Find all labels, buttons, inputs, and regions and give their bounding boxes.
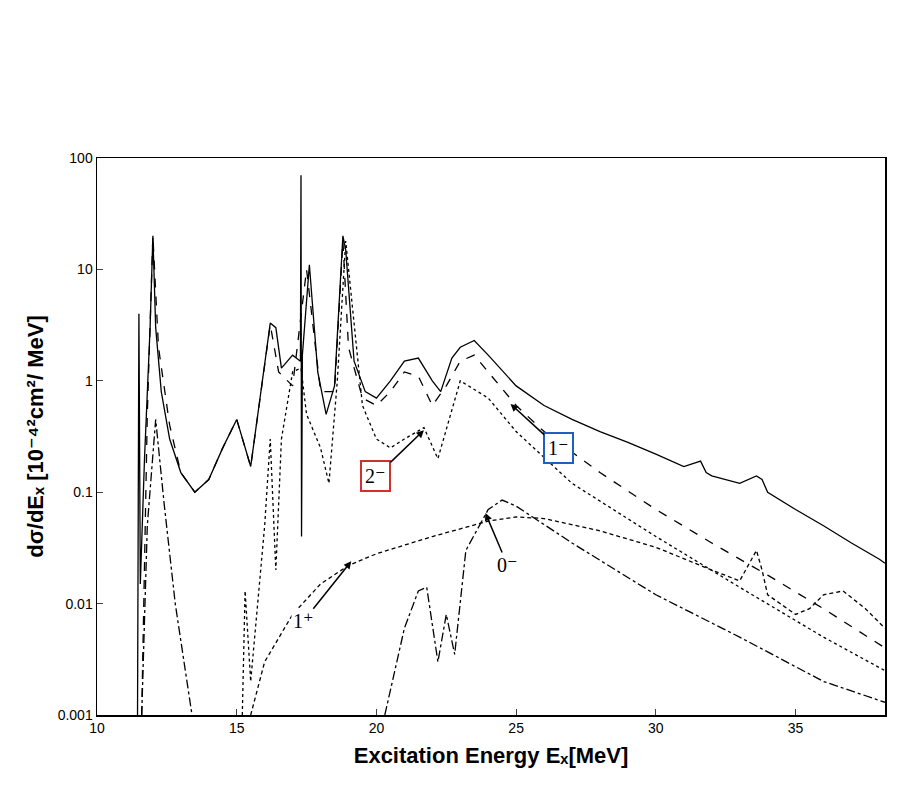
svg-text:1: 1 — [85, 373, 93, 389]
svg-text:20: 20 — [369, 720, 385, 736]
svg-text:0⁻: 0⁻ — [497, 554, 518, 576]
svg-text:30: 30 — [648, 720, 664, 736]
svg-text:Excitation Energy Eₓ[MeV]: Excitation Energy Eₓ[MeV] — [354, 743, 629, 768]
svg-text:dσ/dEₓ [10⁻⁴²cm²/ MeV]: dσ/dEₓ [10⁻⁴²cm²/ MeV] — [23, 315, 48, 557]
svg-text:15: 15 — [229, 720, 245, 736]
svg-text:0.1: 0.1 — [73, 484, 93, 500]
svg-text:0.01: 0.01 — [65, 596, 92, 612]
svg-text:10: 10 — [89, 720, 105, 736]
svg-text:100: 100 — [69, 150, 93, 166]
svg-text:0.001: 0.001 — [58, 707, 93, 723]
svg-text:35: 35 — [788, 720, 804, 736]
svg-text:2⁻: 2⁻ — [365, 465, 386, 487]
svg-text:25: 25 — [508, 720, 524, 736]
svg-text:10: 10 — [77, 261, 93, 277]
svg-text:1⁺: 1⁺ — [293, 610, 314, 632]
svg-text:1⁻: 1⁻ — [548, 437, 569, 459]
